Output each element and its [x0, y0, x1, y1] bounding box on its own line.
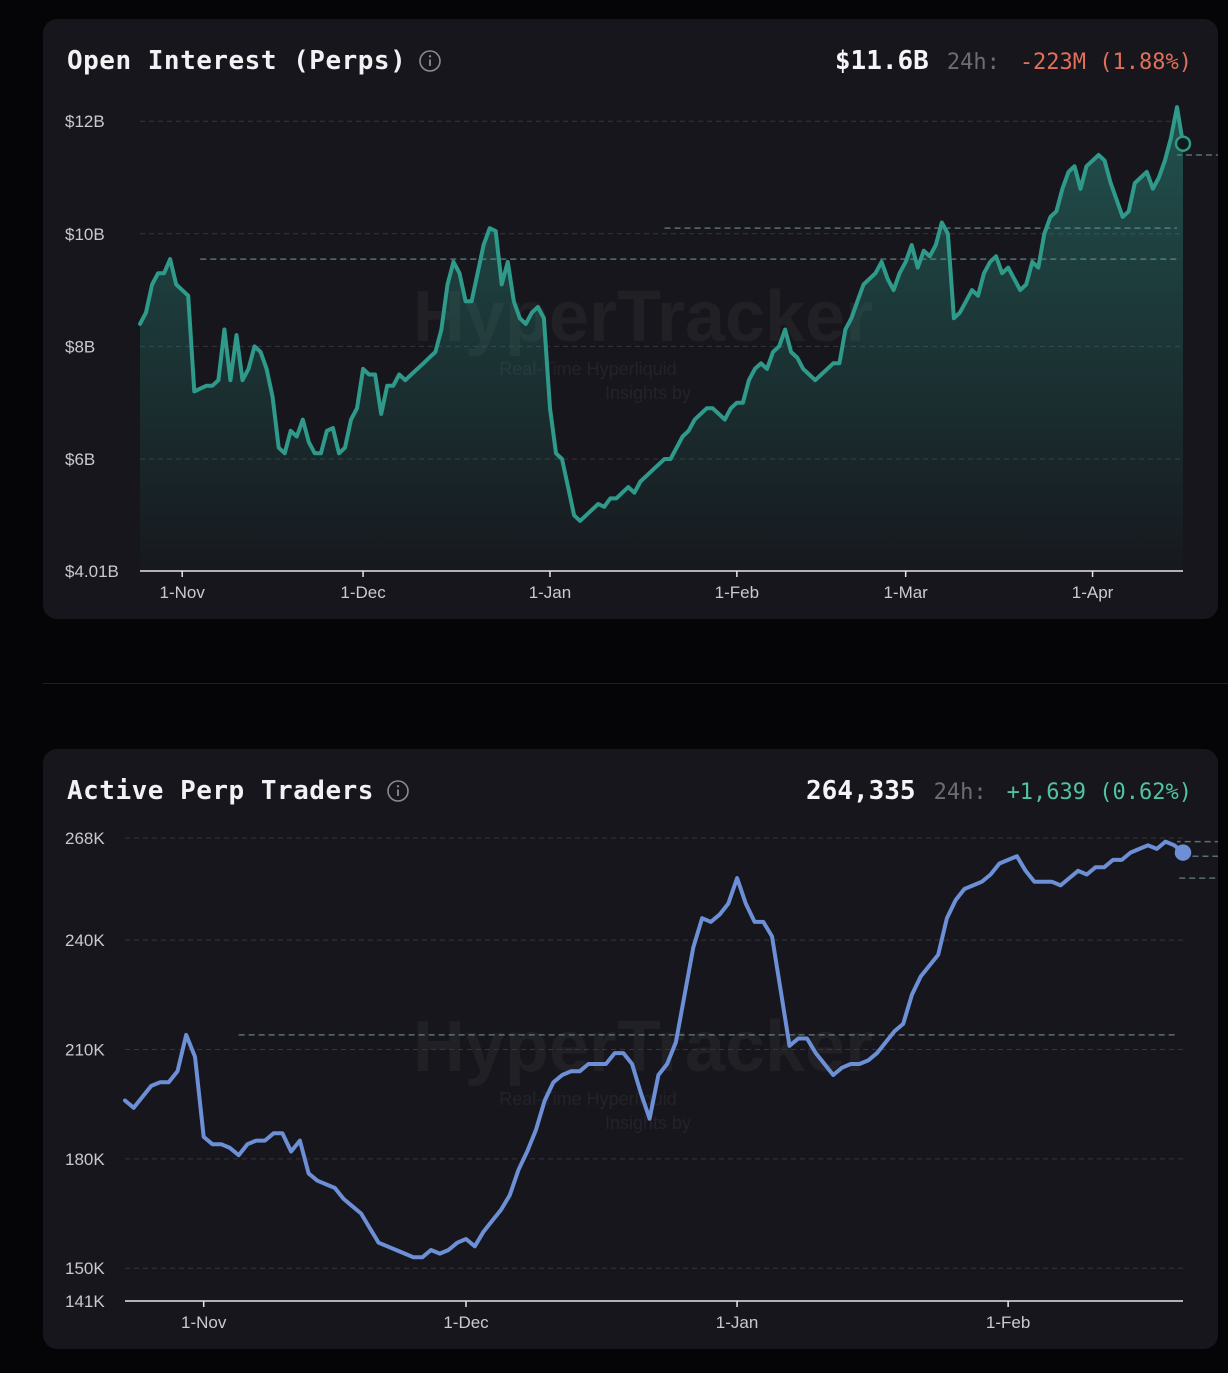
active-traders-chart[interactable]: HyperTrackerReal-Time Hyperliquid Insight…: [43, 749, 1218, 1349]
info-icon[interactable]: [418, 49, 442, 73]
open-interest-value: $11.6B: [834, 46, 929, 76]
active-traders-stats: 264,335 24h: +1,639 (0.62%): [806, 776, 1192, 806]
x-tick-label: 1-Feb: [715, 583, 759, 602]
open-interest-stats: $11.6B 24h: -223M (1.88%): [835, 46, 1192, 76]
y-tick-label: $6B: [65, 450, 95, 469]
active-traders-title: Active Perp Traders: [67, 776, 374, 806]
x-tick-label: 1-Feb: [986, 1313, 1030, 1332]
y-tick-label: 180K: [65, 1150, 105, 1169]
x-tick-label: 1-Jan: [529, 583, 572, 602]
x-tick-label: 1-Nov: [160, 583, 206, 602]
open-interest-change: -223M (1.88%): [1019, 50, 1192, 75]
active-traders-card: Active Perp Traders 264,335 24h: +1,639 …: [43, 749, 1218, 1349]
series-area: [140, 107, 1183, 571]
open-interest-card: Open Interest (Perps) $11.6B 24h: -223M …: [43, 19, 1218, 619]
watermark-tagline: Real-Time Hyperliquid: [499, 1089, 676, 1109]
x-tick-label: 1-Jan: [716, 1313, 759, 1332]
series-line: [138, 105, 1185, 523]
x-tick-label: 1-Dec: [340, 583, 386, 602]
y-tick-label: $10B: [65, 225, 105, 244]
y-tick-label: $12B: [65, 112, 105, 131]
last-point-marker: [1174, 135, 1192, 152]
y-tick-label: 240K: [65, 931, 105, 950]
x-tick-label: 1-Apr: [1072, 583, 1114, 602]
info-icon[interactable]: [386, 779, 410, 803]
active-traders-header: Active Perp Traders 264,335 24h: +1,639 …: [67, 773, 1192, 809]
y-tick-label: $4.01B: [65, 562, 119, 581]
x-tick-label: 1-Nov: [181, 1313, 227, 1332]
y-tick-label: 268K: [65, 829, 105, 848]
y-tick-label: 141K: [65, 1292, 105, 1311]
open-interest-header: Open Interest (Perps) $11.6B 24h: -223M …: [67, 43, 1192, 79]
watermark-tagline: Insights by: [605, 383, 691, 403]
y-tick-label: 150K: [65, 1259, 105, 1278]
series-line: [123, 839, 1185, 1260]
watermark-logo: HyperTracker: [413, 1007, 873, 1087]
y-tick-label: $8B: [65, 337, 95, 356]
watermark-tagline: Insights by: [605, 1113, 691, 1133]
x-tick-label: 1-Dec: [443, 1313, 489, 1332]
section-divider: [43, 683, 1228, 684]
open-interest-title: Open Interest (Perps): [67, 46, 407, 76]
active-traders-change: +1,639 (0.62%): [1006, 780, 1192, 805]
active-traders-value: 264,335: [806, 776, 916, 806]
period-label: 24h:: [933, 780, 987, 805]
period-label: 24h:: [946, 50, 1000, 75]
open-interest-chart[interactable]: HyperTrackerReal-Time HyperliquidInsight…: [43, 19, 1218, 619]
x-tick-label: 1-Mar: [883, 583, 928, 602]
last-point-marker: [1174, 844, 1192, 861]
y-tick-label: 210K: [65, 1040, 105, 1059]
